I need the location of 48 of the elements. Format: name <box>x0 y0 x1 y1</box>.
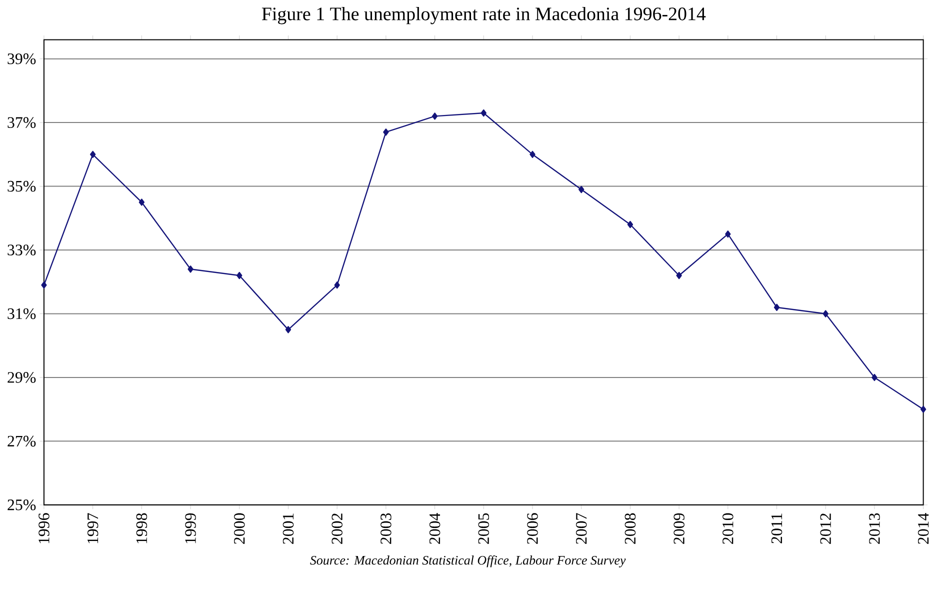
x-tick-label: 2004 <box>429 513 440 544</box>
point <box>725 230 731 238</box>
x-tick-label: 1998 <box>136 514 148 544</box>
y-tick-label: 31% <box>8 308 36 320</box>
x-tick-label: 2011 <box>771 514 782 544</box>
x-tick-label: 2014 <box>918 513 929 544</box>
y-tick-label: 27% <box>8 436 36 447</box>
x-tick-label: 2013 <box>869 514 880 544</box>
y-tick-label: 29% <box>8 372 36 384</box>
point <box>530 151 536 158</box>
point <box>822 310 828 318</box>
point <box>920 406 926 414</box>
x-tick-label: 2009 <box>674 514 684 544</box>
point <box>627 221 634 228</box>
point <box>480 110 486 117</box>
x-tick-label: 2005 <box>478 514 490 544</box>
x-tick-label: 1997 <box>87 513 98 544</box>
point <box>90 151 96 158</box>
point <box>334 282 340 289</box>
y-tick-label: 33% <box>8 244 36 256</box>
x-tick-label: 2008 <box>624 514 636 544</box>
source-note: Source: Macedonian Statistical Office, Labour Force Survey <box>310 556 626 568</box>
y-tick-label: 25% <box>8 500 36 511</box>
point <box>236 272 242 280</box>
point <box>578 186 584 194</box>
x-tick-label: 2002 <box>332 514 342 544</box>
y-tick-label: 39% <box>8 54 36 64</box>
x-tick-label: 2012 <box>820 514 831 544</box>
x-tick-label: 2010 <box>722 514 734 544</box>
x-tick-label: 1999 <box>185 514 196 544</box>
point <box>872 374 878 382</box>
y-tick-label: 37% <box>8 117 36 128</box>
x-tick-label: 2003 <box>380 514 392 544</box>
point <box>383 128 389 136</box>
point <box>432 112 438 120</box>
x-tick-label: 2006 <box>527 513 538 544</box>
point <box>138 198 145 206</box>
point <box>285 326 292 334</box>
point <box>188 266 194 273</box>
x-tick-label: 2000 <box>234 514 245 544</box>
chart-title: Figure 1 The unemployment rate in Macedonia 1996-2014 <box>262 7 706 24</box>
point <box>41 282 47 289</box>
x-tick-label: 2001 <box>282 514 294 544</box>
point <box>774 304 780 312</box>
point <box>676 272 682 280</box>
x-tick-label: 2007 <box>576 513 587 544</box>
x-tick-label: 1996 <box>38 513 50 544</box>
y-tick-label: 35% <box>8 181 36 192</box>
